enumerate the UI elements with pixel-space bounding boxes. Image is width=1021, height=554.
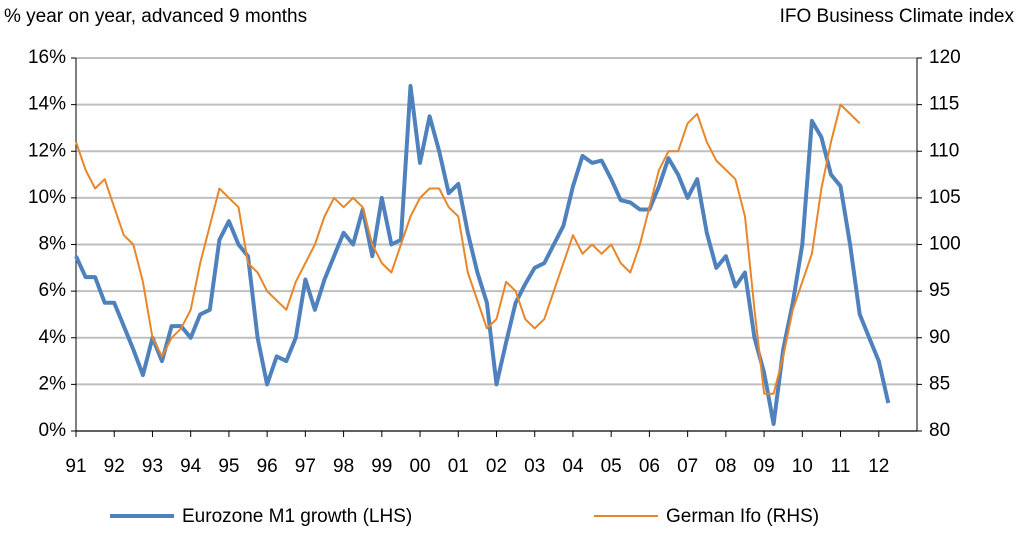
x-tick-label: 04 [562, 456, 584, 477]
y-tick-label: 0% [39, 420, 67, 441]
y-tick-label: 16% [28, 47, 66, 68]
left-axis-title: % year on year, advanced 9 months [4, 6, 307, 27]
x-tick-label: 08 [715, 456, 736, 477]
x-tick-label: 10 [792, 456, 813, 477]
y2-tick-label: 85 [929, 373, 950, 394]
x-tick-label: 92 [104, 456, 125, 477]
y2-tick-label: 105 [929, 187, 961, 208]
y2-tick-label: 80 [929, 420, 950, 441]
x-tick-label: 98 [333, 456, 354, 477]
legend-label: Eurozone M1 growth (LHS) [182, 506, 412, 527]
y-tick-label: 14% [28, 94, 66, 115]
x-tick-label: 91 [65, 456, 86, 477]
x-tick-label: 95 [218, 456, 239, 477]
x-tick-label: 01 [448, 456, 469, 477]
y2-tick-label: 120 [929, 47, 961, 68]
series-line [75, 103, 861, 395]
x-tick-label: 93 [142, 456, 163, 477]
y-tick-label: 10% [28, 187, 66, 208]
y-tick-label: 4% [39, 327, 67, 348]
series-line [74, 84, 891, 426]
right-axis-title: IFO Business Climate index [780, 6, 1015, 27]
x-tick-label: 09 [754, 456, 775, 477]
y-tick-label: 12% [28, 140, 66, 161]
x-tick-label: 02 [486, 456, 507, 477]
x-tick-label: 07 [677, 456, 698, 477]
x-tick-label: 06 [639, 456, 660, 477]
x-tick-label: 11 [831, 456, 851, 477]
y2-tick-label: 90 [929, 327, 950, 348]
x-tick-label: 05 [601, 456, 622, 477]
legend-label: German Ifo (RHS) [666, 506, 819, 527]
y2-tick-label: 110 [929, 140, 959, 161]
y2-tick-label: 95 [929, 280, 950, 301]
x-tick-label: 99 [371, 456, 392, 477]
x-tick-label: 94 [180, 456, 202, 477]
y-tick-label: 6% [39, 280, 67, 301]
y2-tick-label: 100 [929, 234, 961, 255]
x-tick-label: 96 [257, 456, 278, 477]
y2-tick-label: 115 [929, 94, 959, 115]
y-tick-label: 2% [39, 373, 67, 394]
x-tick-label: 12 [868, 456, 889, 477]
x-tick-label: 03 [524, 456, 545, 477]
x-tick-label: 00 [409, 456, 430, 477]
y-tick-label: 8% [39, 234, 67, 255]
x-tick-label: 97 [295, 456, 316, 477]
